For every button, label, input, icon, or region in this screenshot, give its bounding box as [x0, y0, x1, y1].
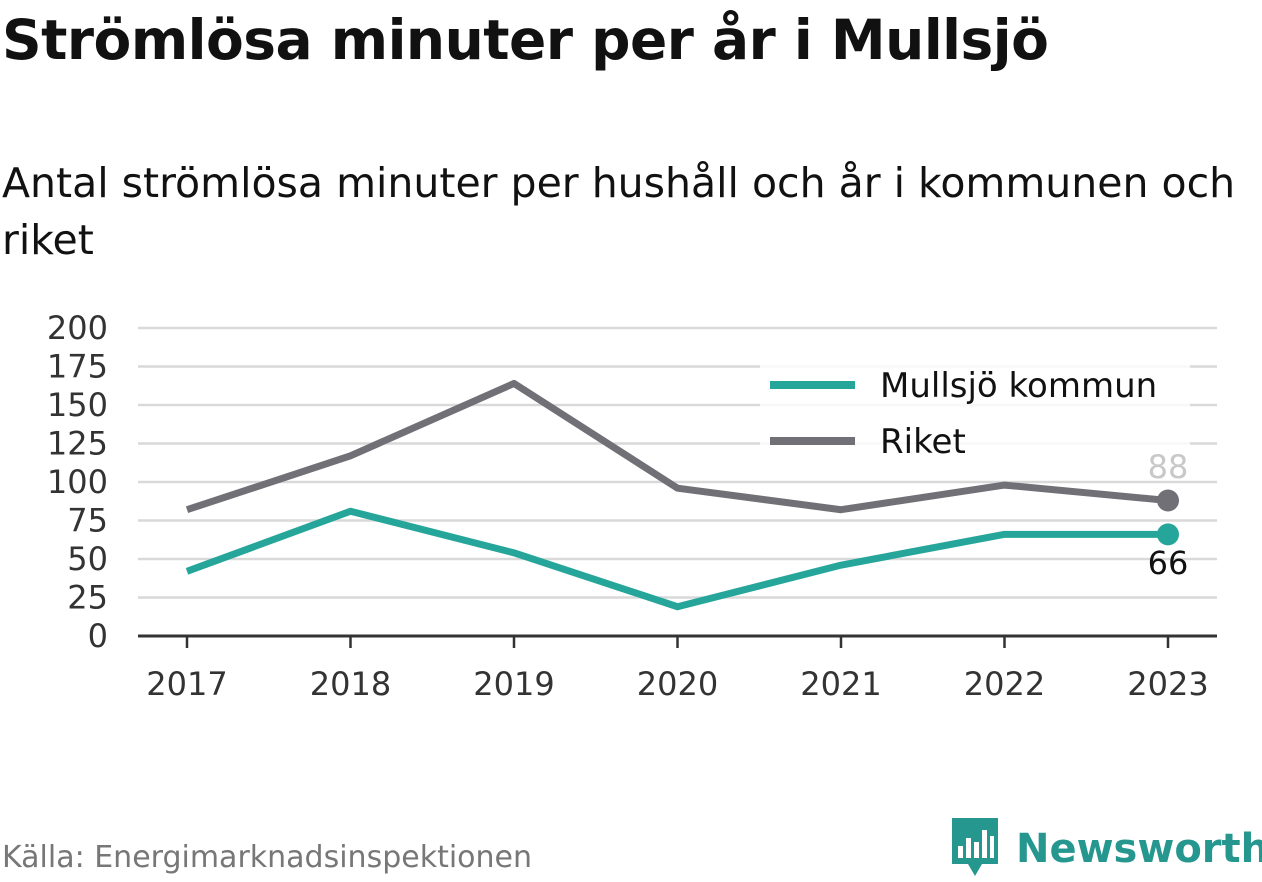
end-labels: 88 66 — [1148, 448, 1189, 582]
chart-title: Strömlösa minuter per år i Mullsjö — [2, 8, 1049, 72]
legend: Mullsjö kommun Riket — [760, 358, 1190, 470]
end-point-mullsjo — [1157, 523, 1179, 546]
legend-label-mullsjo: Mullsjö kommun — [880, 366, 1157, 406]
y-tick-label: 200 — [47, 309, 108, 347]
newsworthy-logo-icon — [950, 816, 1000, 882]
end-label-riket: 88 — [1148, 448, 1189, 486]
series-line-mullsjo — [185, 507, 1168, 611]
legend-label-riket: Riket — [880, 422, 966, 462]
end-label-mullsjo: 66 — [1148, 544, 1189, 582]
x-tick-label: 2017 — [146, 665, 227, 703]
x-tick-label: 2021 — [800, 665, 881, 703]
series-line-riket — [185, 379, 1169, 514]
x-tick-label: 2020 — [637, 665, 718, 703]
y-tick-label: 150 — [47, 386, 108, 424]
y-tick-label: 75 — [67, 502, 108, 540]
y-tick-label: 0 — [88, 617, 108, 655]
source-note: Källa: Energimarknadsinspektionen — [2, 840, 533, 875]
brand: Newsworthy — [950, 818, 1262, 880]
x-tick-label: 2019 — [473, 665, 554, 703]
y-tick-label: 25 — [67, 579, 108, 617]
y-tick-label: 175 — [47, 348, 108, 386]
x-tick-label: 2022 — [964, 665, 1045, 703]
y-tick-label: 125 — [47, 425, 108, 463]
series-lines — [185, 379, 1179, 611]
x-tick-label: 2018 — [310, 665, 391, 703]
brand-name: Newsworthy — [1016, 826, 1262, 872]
legend-background — [760, 358, 1190, 470]
x-axis: 2017 2018 2019 2020 2021 2022 2023 — [138, 634, 1217, 703]
end-point-riket — [1157, 489, 1179, 512]
x-tick-label: 2023 — [1127, 665, 1208, 703]
chart-subtitle: Antal strömlösa minuter per hushåll och … — [2, 159, 1236, 264]
y-tick-label: 100 — [47, 463, 108, 501]
y-tick-label: 50 — [67, 540, 108, 578]
